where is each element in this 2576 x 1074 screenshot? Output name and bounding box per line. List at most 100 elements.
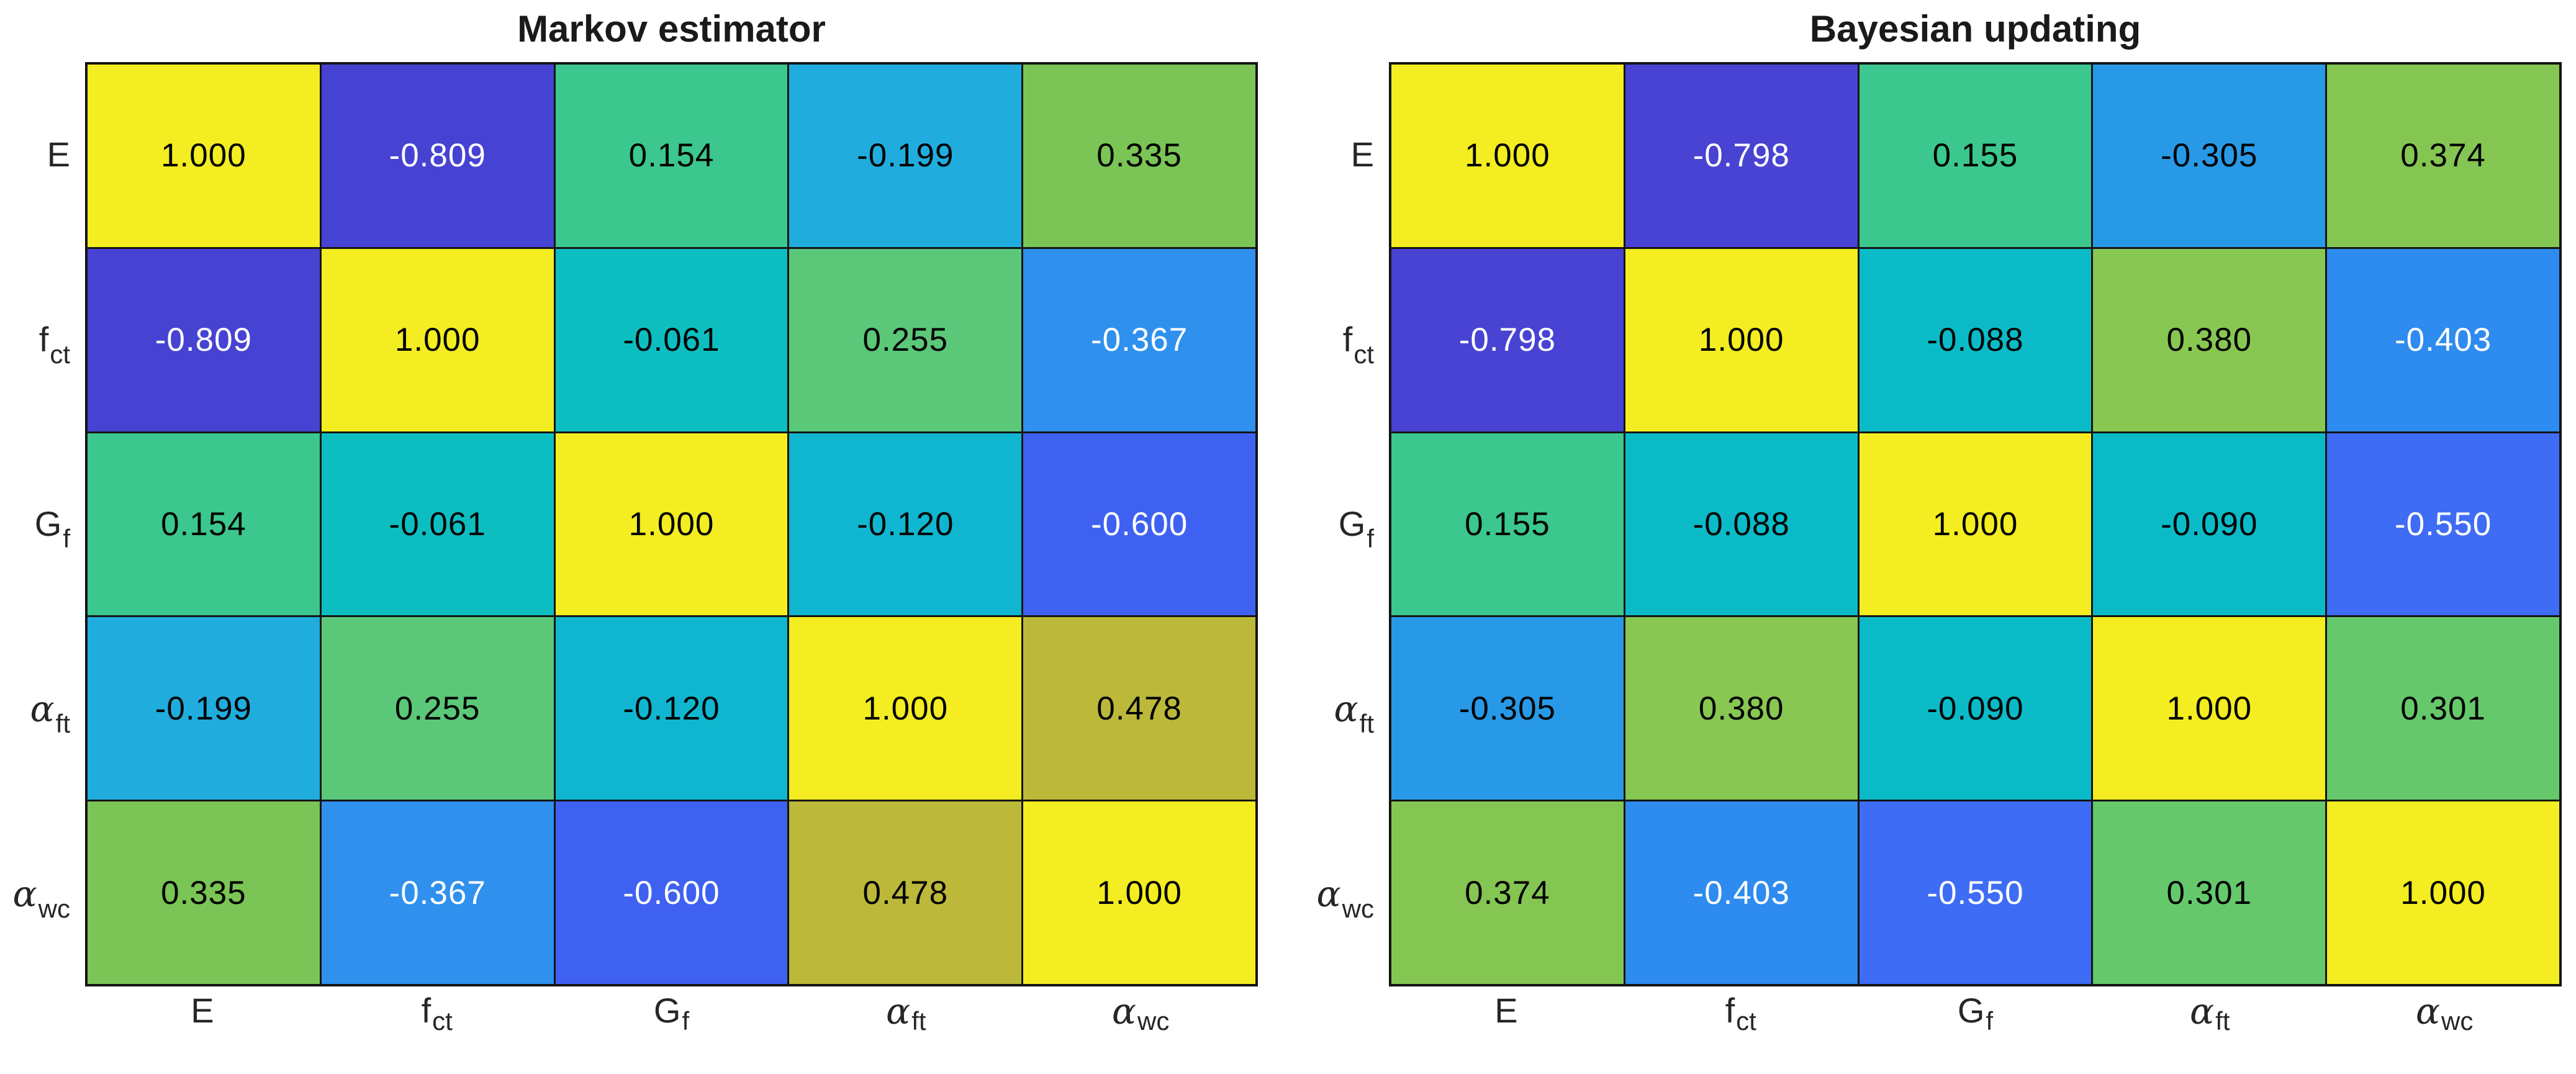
heatmap-cell: -0.403 [2327,248,2559,431]
tick-label-base: f [421,991,432,1030]
heatmap-grid: 1.000 -0.798 0.155 -0.305 0.374 -0.798 1.000 -0… [1389,62,2562,986]
y-axis-tick-label: α wc [1304,801,1374,986]
tick-label-subscript: ft [2215,1006,2230,1036]
heatmap-cell: -0.090 [2093,433,2326,616]
tick-label-subscript: wc [38,894,70,924]
tick-label-subscript: f [682,1006,690,1036]
heatmap-cell: 0.335 [1023,65,1255,247]
tick-label-subscript: ct [50,339,70,369]
heatmap-cell: 0.255 [321,617,554,800]
tick-label-base: α [2415,990,2440,1032]
heatmap-cell: 0.154 [88,433,320,616]
tick-label-base: E [1350,134,1374,174]
heatmap-grid: 1.000 -0.809 0.154 -0.199 0.335 -0.809 1.000 -0… [85,62,1258,986]
y-axis-tick-label: E [0,62,70,247]
tick-label-subscript: ct [1736,1006,1756,1036]
x-axis-tick-label: E [85,993,320,1071]
tick-label-subscript: ft [911,1006,926,1036]
heatmap-cell: -0.199 [789,65,1022,247]
heatmap-cell: -0.120 [555,617,788,800]
heatmap-cell: -0.061 [555,248,788,431]
heatmap-cell: -0.809 [88,248,320,431]
tick-label-base: G [1338,504,1366,544]
heatmap-cell: -0.798 [1625,65,1858,247]
tick-label-base: f [1342,319,1353,359]
heatmap-cell: 0.374 [1391,801,1624,984]
heatmap-cell: 0.301 [2093,801,2326,984]
x-axis-tick-label: α wc [2327,993,2562,1071]
heatmap-cell: 1.000 [1023,801,1255,984]
heatmap-cell: -0.305 [2093,65,2326,247]
heatmap-cell: 1.000 [789,617,1022,800]
tick-label-base: E [47,134,70,174]
heatmap-cell: -0.600 [1023,433,1255,616]
heatmap-cell: 1.000 [2327,801,2559,984]
tick-label-subscript: f [1986,1006,1994,1036]
tick-label-base: α [12,873,37,916]
y-axis-tick-label: α ft [0,616,70,801]
heatmap-cell: 1.000 [1859,433,2092,616]
tick-label-base: α [30,688,55,731]
heatmap-cell: -0.367 [1023,248,1255,431]
tick-label-subscript: ct [432,1006,453,1036]
tick-label-base: E [1494,991,1518,1030]
y-axis-tick-label: f ct [1304,247,1374,432]
tick-label-base: f [1725,991,1735,1030]
heatmap-cell: 1.000 [88,65,320,247]
heatmap-cell: 0.478 [789,801,1022,984]
chart-title: Markov estimator [517,8,826,50]
heatmap-cell: 0.155 [1391,433,1624,616]
heatmap-cell: -0.550 [2327,433,2559,616]
heatmap-cell: -0.403 [1625,801,1858,984]
heatmap-cell: -0.600 [555,801,788,984]
heatmap-cell: -0.120 [789,433,1022,616]
tick-label-subscript: wc [1137,1006,1170,1036]
x-axis-tick-label: f ct [1624,993,1858,1071]
heatmap-cell: -0.798 [1391,248,1624,431]
heatmap-cell: 0.374 [2327,65,2559,247]
y-axis-tick-label: f ct [0,247,70,432]
tick-label-subscript: ft [55,709,70,739]
tick-label-base: α [1316,873,1341,916]
heatmap-cell: -0.199 [88,617,320,800]
heatmap-cell: 1.000 [1625,248,1858,431]
tick-label-base: G [1957,991,1985,1030]
heatmap-cell: -0.305 [1391,617,1624,800]
heatmap-cell: -0.367 [321,801,554,984]
heatmap-cell: 0.154 [555,65,788,247]
heatmap-cell: 0.255 [789,248,1022,431]
heatmap-cell: 0.155 [1859,65,2092,247]
x-axis-tick-label: E [1389,993,1624,1071]
heatmap-cell: 1.000 [2093,617,2326,800]
tick-label-subscript: wc [2441,1006,2474,1036]
x-axis-tick-label: α wc [1023,993,1258,1071]
y-axis-tick-label: α wc [0,801,70,986]
tick-label-base: α [886,990,911,1032]
heatmap-cell: 0.380 [1625,617,1858,800]
tick-label-base: α [1334,688,1358,731]
heatmap-cell: -0.090 [1859,617,2092,800]
x-axis-tick-label: α ft [789,993,1023,1071]
chart-title: Bayesian updating [1809,8,2141,50]
heatmap-cell: 1.000 [321,248,554,431]
heatmap-cell: -0.550 [1859,801,2092,984]
tick-label-subscript: f [1367,524,1374,554]
tick-label-base: E [191,991,214,1030]
heatmap-cell: 0.335 [88,801,320,984]
heatmap-cell: 0.380 [2093,248,2326,431]
tick-label-subscript: wc [1342,894,1374,924]
y-axis-tick-label: E [1304,62,1374,247]
x-axis-tick-label: f ct [320,993,554,1071]
heatmap-cell: -0.088 [1625,433,1858,616]
heatmap-cell: 1.000 [1391,65,1624,247]
heatmap-cell: 1.000 [555,433,788,616]
tick-label-subscript: f [63,524,70,554]
heatmap-cell: 0.301 [2327,617,2559,800]
